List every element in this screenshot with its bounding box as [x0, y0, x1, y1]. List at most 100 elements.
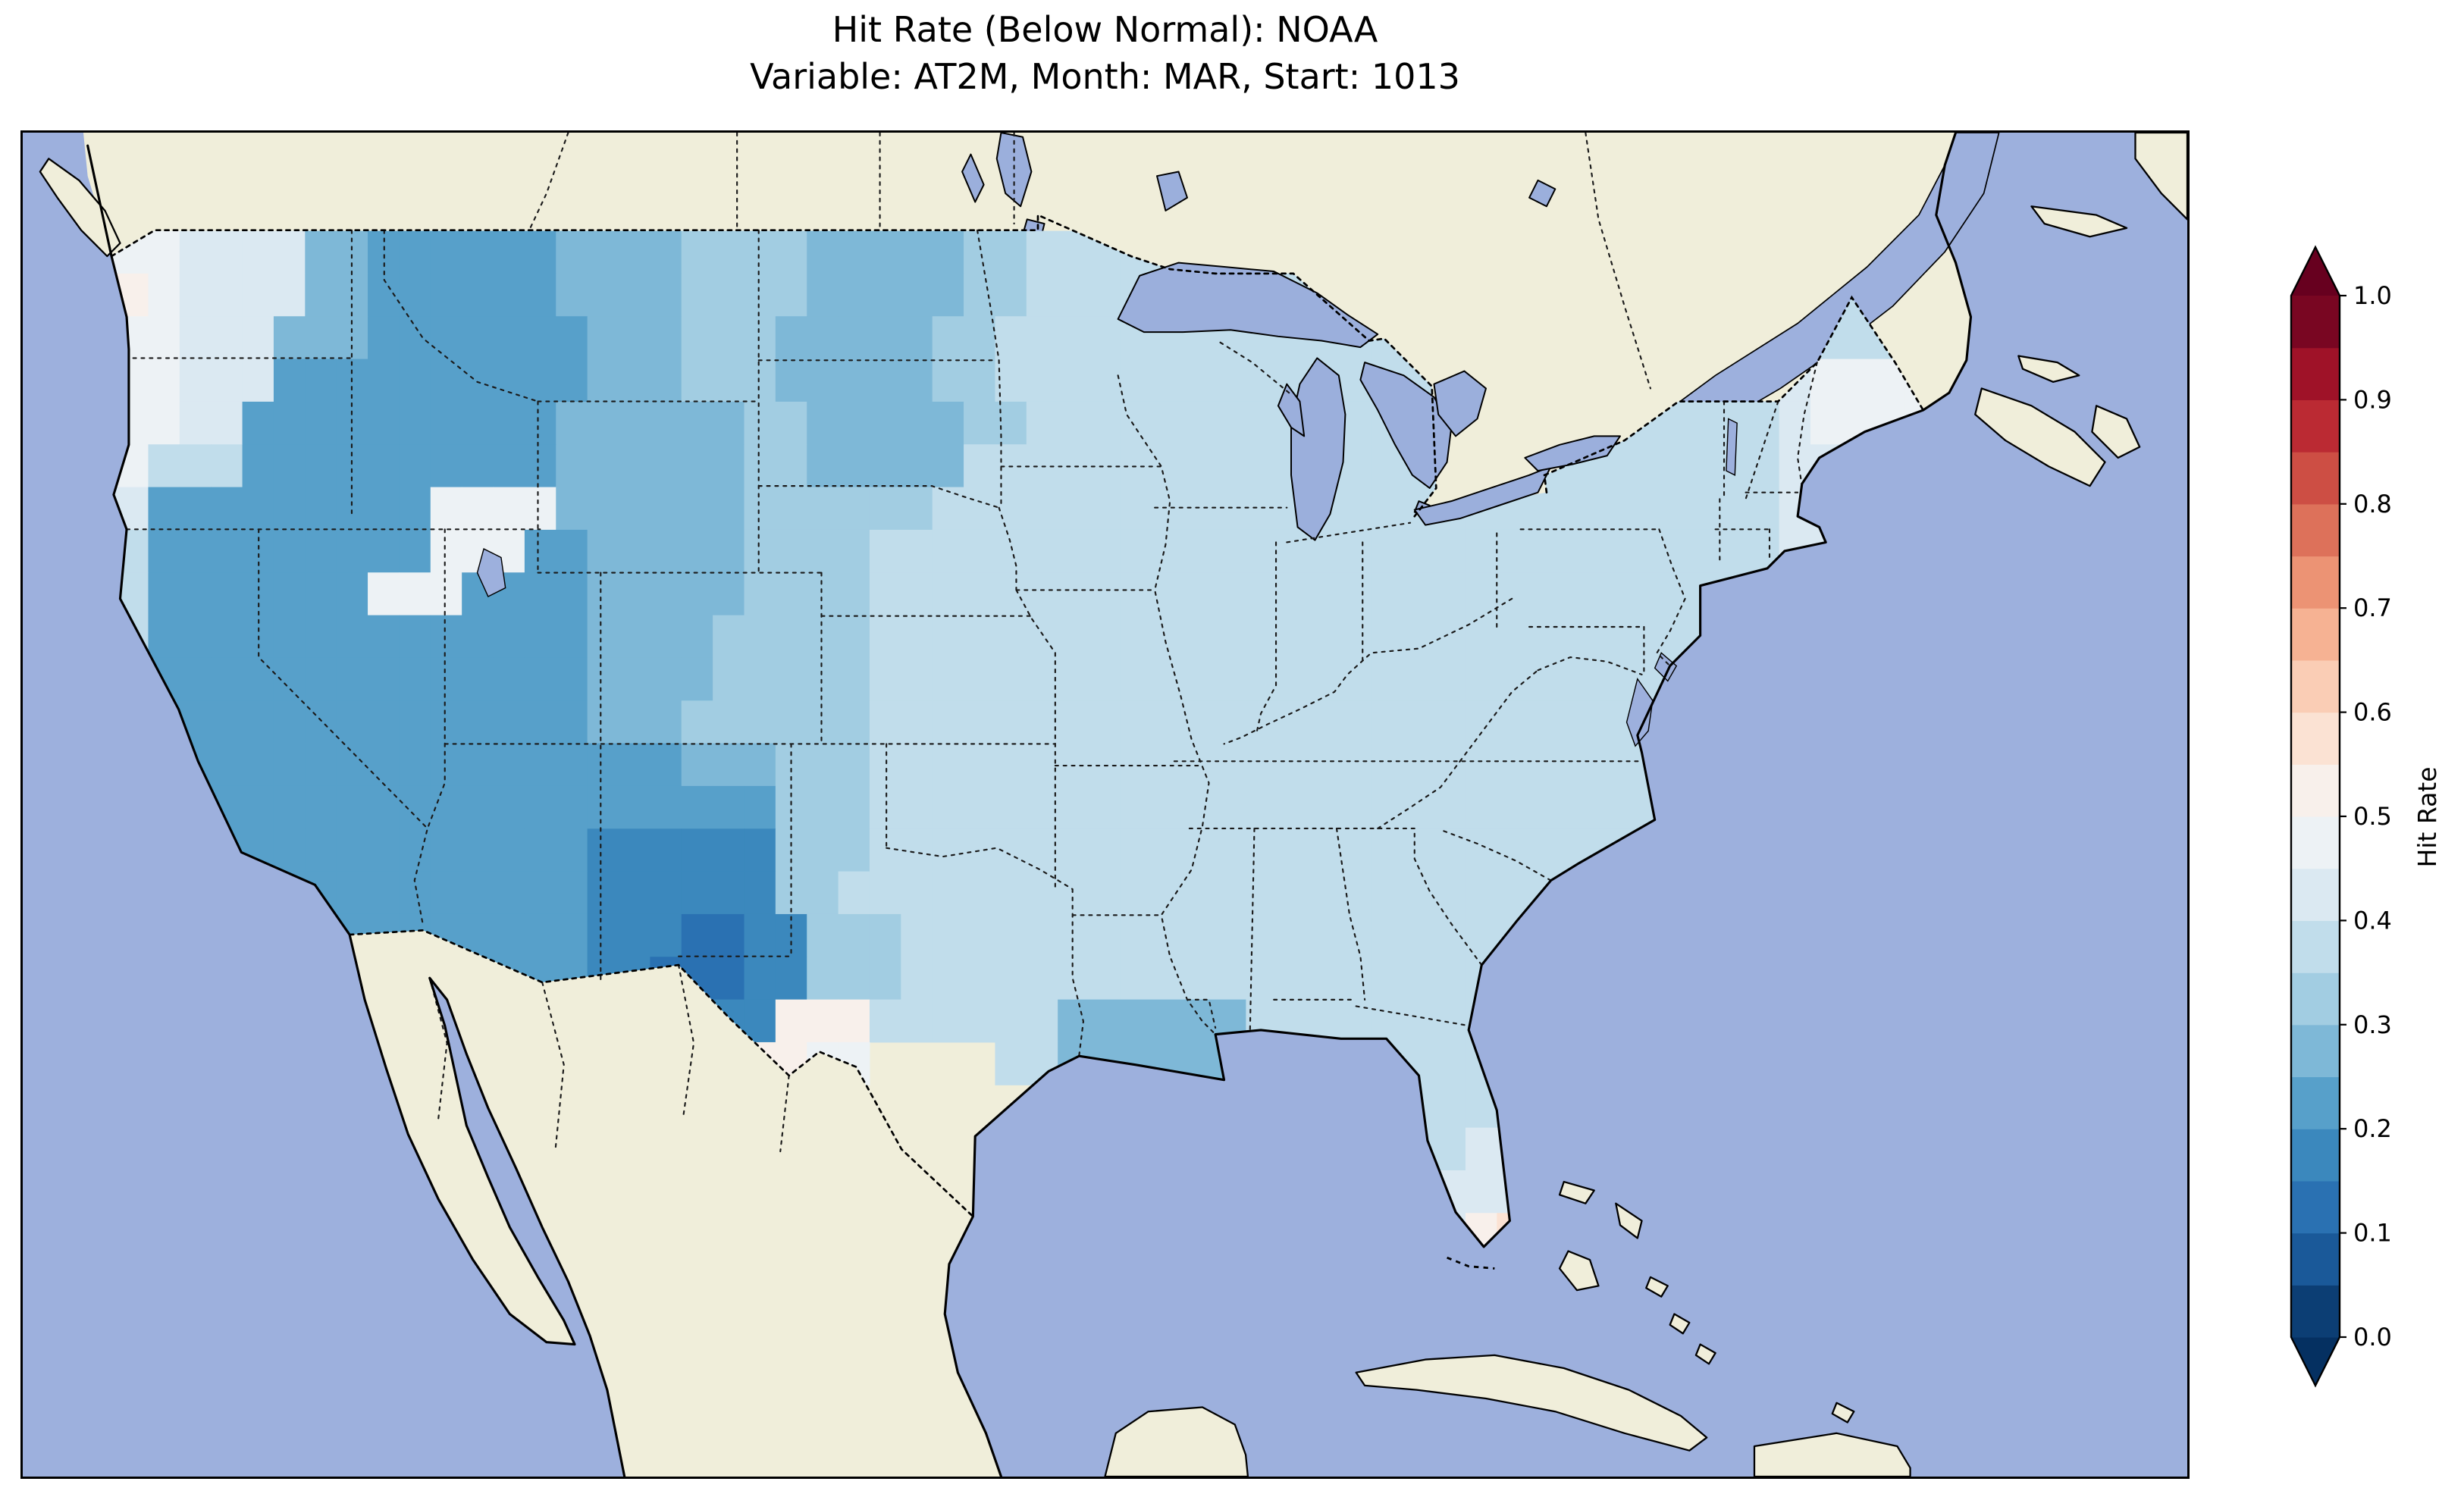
- heat-cell: [1716, 487, 1748, 531]
- heat-cell: [619, 444, 650, 487]
- heat-cell: [1215, 359, 1246, 402]
- heat-cell: [368, 615, 400, 659]
- heat-cell: [305, 231, 337, 274]
- heat-cell: [1246, 914, 1277, 957]
- heat-cell: [337, 572, 368, 615]
- heat-cell: [713, 231, 745, 274]
- heat-cell: [556, 658, 588, 701]
- heat-cell: [1309, 786, 1340, 829]
- heat-cell: [337, 444, 368, 487]
- heat-cell: [243, 402, 274, 445]
- heat-cell: [1779, 402, 1811, 445]
- heat-cell: [1027, 487, 1058, 531]
- heat-cell: [337, 700, 368, 744]
- heat-cell: [839, 658, 870, 701]
- heat-cell: [776, 530, 807, 573]
- heat-cell: [807, 828, 839, 872]
- heat-cell: [494, 658, 525, 701]
- heat-cell: [682, 700, 713, 744]
- heat-cell: [901, 316, 933, 359]
- heat-cell: [1152, 700, 1183, 744]
- heat-cell: [744, 744, 776, 787]
- heat-cell: [462, 487, 494, 531]
- heat-cell: [148, 615, 180, 659]
- heat-cell: [494, 615, 525, 659]
- heat-cell: [462, 658, 494, 701]
- heat-cell: [1528, 828, 1560, 872]
- heat-cell: [274, 402, 306, 445]
- heat-cell: [713, 658, 745, 701]
- heat-cell: [1089, 615, 1121, 659]
- heat-cell: [807, 530, 839, 573]
- heat-cell: [525, 914, 556, 957]
- heat-cell: [1246, 786, 1277, 829]
- heat-cell: [368, 828, 400, 872]
- heat-cell: [744, 786, 776, 829]
- heat-cell: [870, 444, 901, 487]
- heat-cell: [713, 700, 745, 744]
- heat-cell: [1560, 700, 1591, 744]
- heat-cell: [1215, 444, 1246, 487]
- colorbar-tick-label: 1.0: [2353, 281, 2392, 310]
- heat-cell: [619, 828, 650, 872]
- heat-cell: [1121, 1000, 1152, 1043]
- heat-cell: [870, 872, 901, 915]
- heat-cell: [1497, 744, 1528, 787]
- heat-cell: [211, 700, 243, 744]
- heat-cell: [776, 615, 807, 659]
- heat-cell: [1027, 914, 1058, 957]
- heat-cell: [1152, 658, 1183, 701]
- heat-cell: [619, 316, 650, 359]
- heat-cell: [1309, 872, 1340, 915]
- heat-cell: [525, 231, 556, 274]
- heat-cell: [870, 487, 901, 531]
- heat-cell: [525, 530, 556, 573]
- heat-cell: [933, 1000, 964, 1043]
- heat-cell: [1215, 957, 1246, 1000]
- heat-cell: [807, 359, 839, 402]
- heat-cell: [933, 828, 964, 872]
- heat-cell: [964, 487, 995, 531]
- heat-cell: [399, 444, 431, 487]
- heat-cell: [619, 231, 650, 274]
- heat-cell: [933, 530, 964, 573]
- heat-cell: [274, 744, 306, 787]
- heat-cell: [431, 744, 462, 787]
- heat-cell: [1089, 914, 1121, 957]
- heat-cell: [650, 231, 682, 274]
- heat-cell: [431, 359, 462, 402]
- heat-cell: [494, 444, 525, 487]
- heat-cell: [619, 359, 650, 402]
- heat-cell: [807, 1000, 839, 1043]
- heat-cell: [556, 444, 588, 487]
- heat-cell: [180, 444, 212, 487]
- colorbar-band: [2291, 973, 2340, 1025]
- heat-cell: [1121, 700, 1152, 744]
- heat-cell: [368, 359, 400, 402]
- heat-cell: [1372, 872, 1403, 915]
- heat-cell: [180, 487, 212, 531]
- heat-cell: [964, 274, 995, 317]
- heat-cell: [839, 828, 870, 872]
- heat-cell: [1403, 914, 1434, 957]
- heat-cell: [1497, 615, 1528, 659]
- heat-cell: [744, 402, 776, 445]
- heat-cell: [431, 402, 462, 445]
- heat-cell: [933, 274, 964, 317]
- heat-cell: [431, 444, 462, 487]
- heat-cell: [494, 231, 525, 274]
- heat-cell: [1058, 572, 1089, 615]
- heat-cell: [305, 786, 337, 829]
- heat-cell: [650, 444, 682, 487]
- heat-cell: [1215, 402, 1246, 445]
- heat-cell: [839, 487, 870, 531]
- heat-cell: [1340, 530, 1372, 573]
- heat-cell: [964, 872, 995, 915]
- heat-cell: [839, 274, 870, 317]
- colorbar-band: [2291, 608, 2340, 660]
- heat-cell: [243, 316, 274, 359]
- heat-cell: [1183, 487, 1215, 531]
- heat-cell: [964, 615, 995, 659]
- heat-cell: [1027, 359, 1058, 402]
- heat-cell: [1309, 572, 1340, 615]
